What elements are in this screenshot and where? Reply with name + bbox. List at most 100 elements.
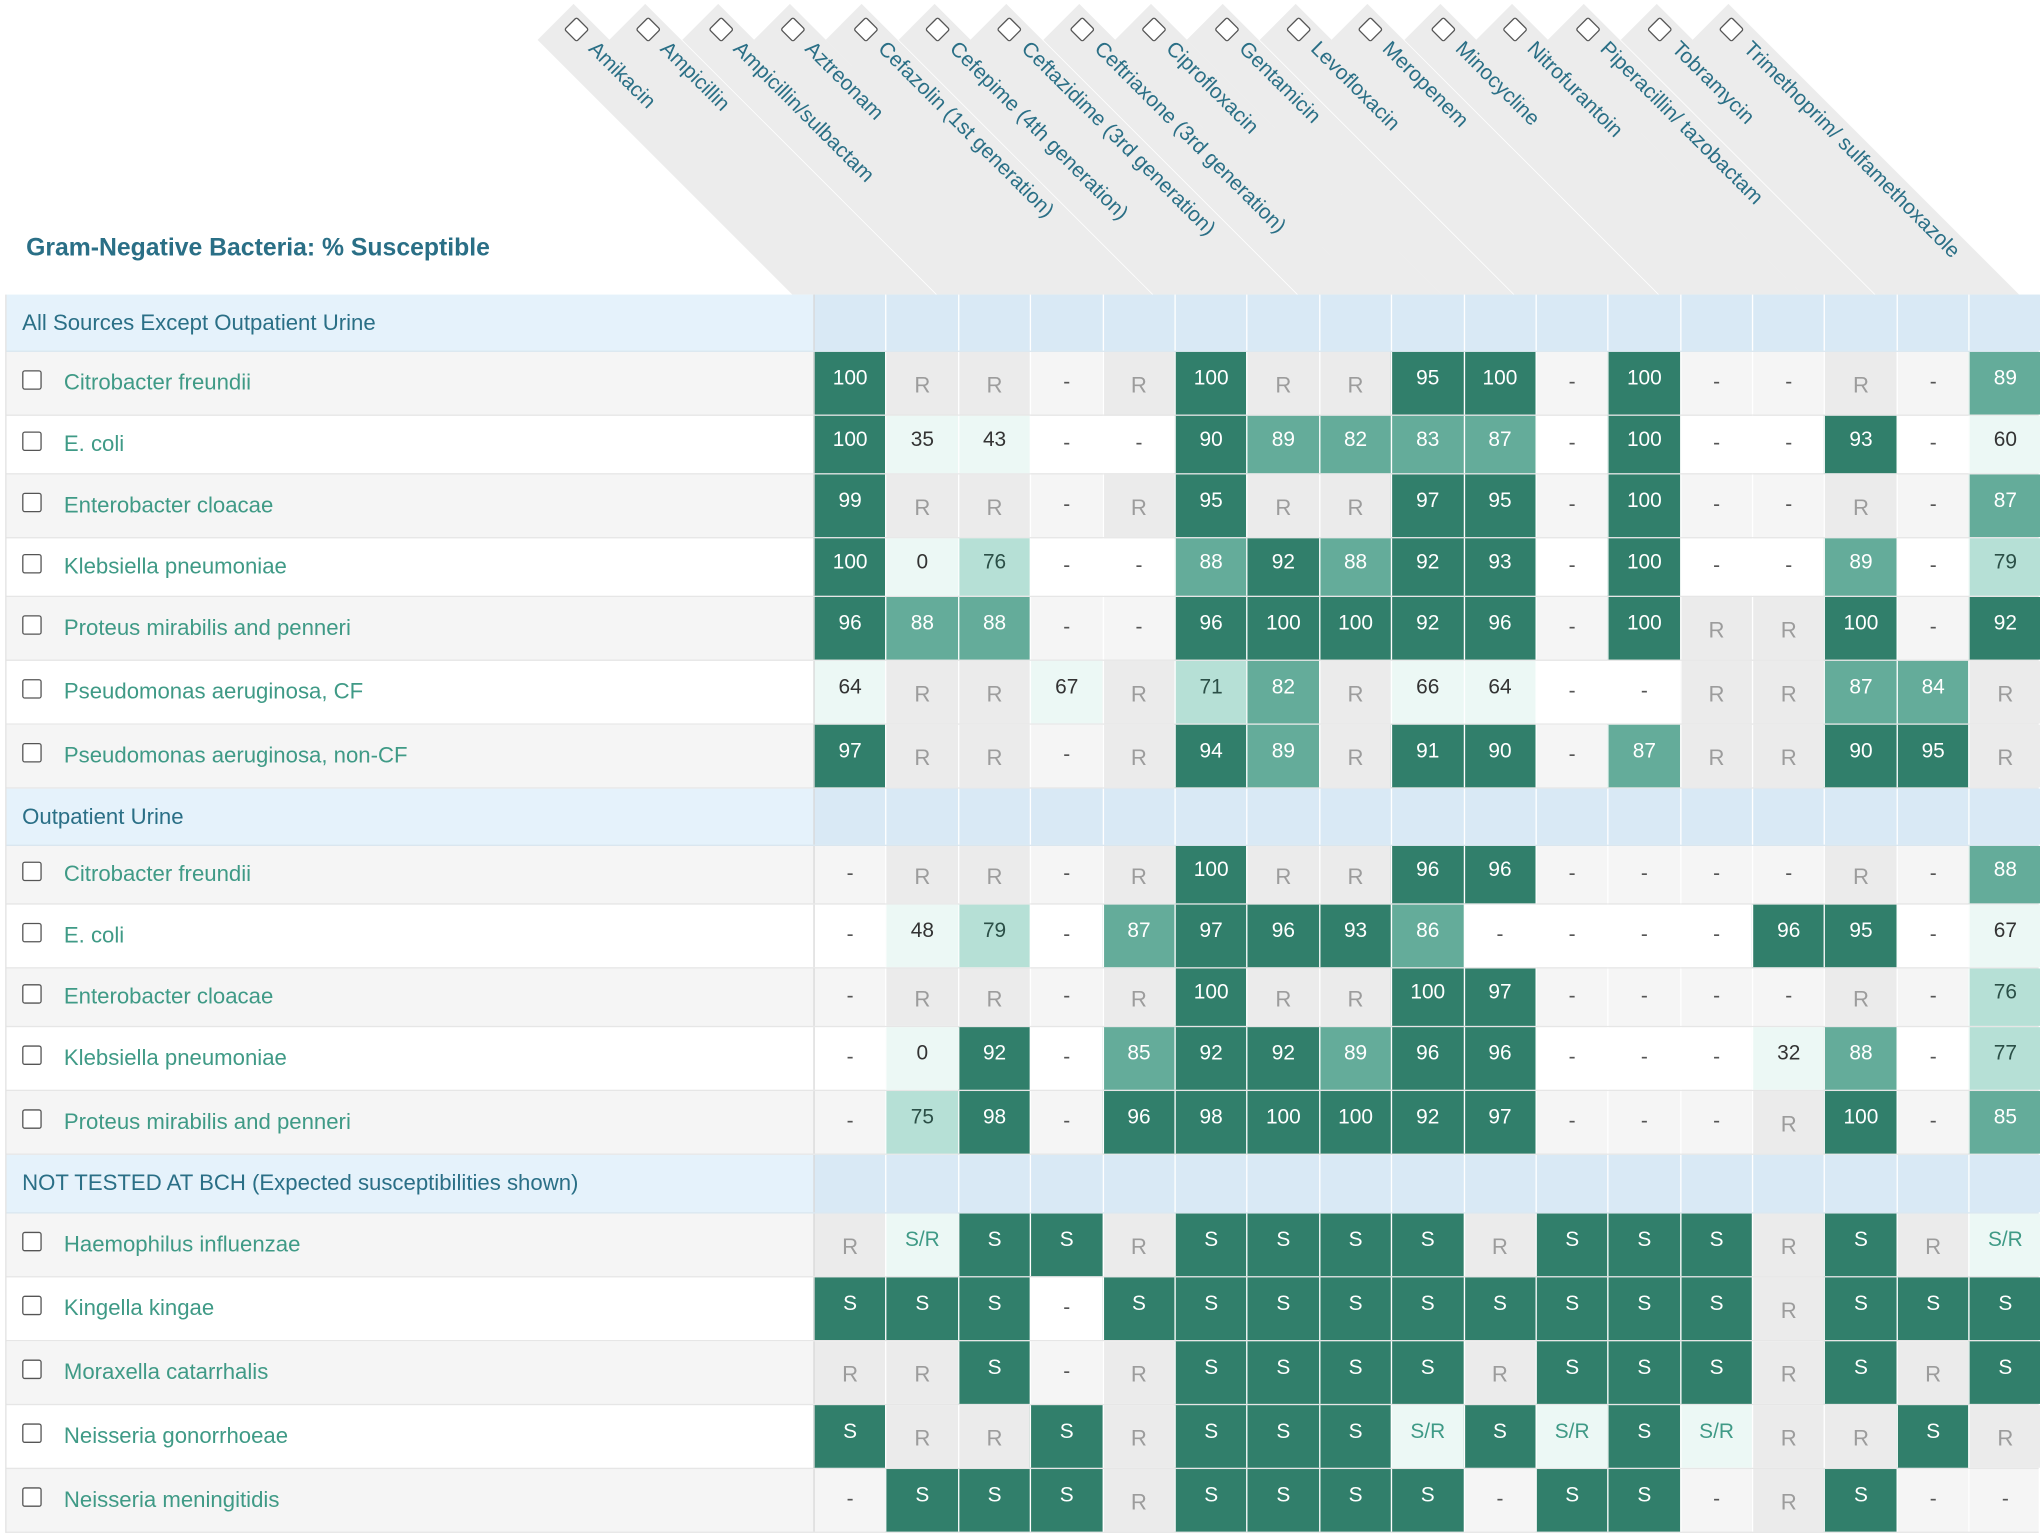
organism-name[interactable]: Pseudomonas aeruginosa, non-CF [7, 725, 814, 788]
susceptibility-cell: R [1824, 845, 1897, 904]
susceptibility-cell: - [1679, 1027, 1752, 1090]
organism-name[interactable]: Klebsiella pneumoniae [7, 1027, 814, 1090]
organism-name[interactable]: Pseudomonas aeruginosa, CF [7, 661, 814, 724]
organism-checkbox[interactable] [22, 430, 42, 451]
susceptibility-cell: R [885, 724, 958, 788]
group-header-row: All Sources Except Outpatient Urine [6, 294, 2040, 352]
organism-name[interactable]: Citrobacter freundii [7, 352, 814, 415]
susceptibility-cell: 96 [1390, 845, 1464, 904]
susceptibility-cell: R [1679, 597, 1753, 660]
susceptibility-cell: 95 [1463, 474, 1536, 538]
organism-checkbox[interactable] [22, 492, 42, 512]
group-cell [1752, 788, 1825, 845]
organism-name[interactable]: Proteus mirabilis and penneri [7, 597, 814, 660]
susceptibility-cell: R [1679, 660, 1753, 724]
susceptibility-cell: 97 [1463, 968, 1536, 1026]
susceptibility-cell: R [1752, 1341, 1825, 1404]
organism-checkbox[interactable] [22, 678, 42, 699]
susceptibility-cell: S [1607, 1277, 1680, 1340]
susceptibility-cell: R [1752, 1213, 1825, 1277]
organism-checkbox[interactable] [22, 922, 42, 942]
organism-label: Neisseria meningitidis [63, 1487, 280, 1513]
susceptibility-cell: 100 [813, 351, 886, 415]
organism-checkbox[interactable] [22, 369, 42, 390]
page-title: Gram-Negative Bacteria: % Susceptible [26, 234, 490, 263]
susceptibility-cell: R [1968, 1405, 2040, 1468]
organism-row: Klebsiella pneumoniae 100 0 76- -88 92 88 92 93-… [6, 538, 2040, 598]
organism-name[interactable]: Neisseria meningitidis [7, 1469, 814, 1532]
organism-name[interactable]: Haemophilus influenzae [7, 1214, 814, 1277]
susceptibility-cell: S [1390, 1213, 1464, 1277]
susceptibility-cell: 98 [957, 1091, 1030, 1154]
susceptibility-cell: R [885, 1405, 958, 1468]
group-cell [1318, 788, 1391, 845]
susceptibility-cell: 88 [957, 597, 1030, 660]
organism-name[interactable]: E. coli [7, 416, 814, 473]
organism-checkbox[interactable] [22, 1486, 42, 1507]
susceptibility-cell: S/R [1679, 1405, 1753, 1468]
group-cell [1679, 1154, 1753, 1213]
group-cell [1679, 788, 1753, 845]
susceptibility-cell: S [1824, 1277, 1897, 1340]
susceptibility-cell: R [957, 660, 1030, 724]
susceptibility-cell: R [1318, 845, 1391, 904]
group-cell [1102, 294, 1175, 351]
susceptibility-cell: S [957, 1213, 1030, 1277]
organism-name[interactable]: Kingella kingae [7, 1277, 814, 1340]
group-cell [957, 1154, 1030, 1213]
group-cell [1246, 1154, 1319, 1213]
group-cell [1029, 1154, 1103, 1213]
organism-name[interactable]: Citrobacter freundii [7, 846, 814, 903]
susceptibility-cell: 96 [1463, 1027, 1536, 1090]
susceptibility-cell: 82 [1246, 660, 1319, 724]
susceptibility-cell: - [1535, 968, 1607, 1026]
susceptibility-cell: - [1029, 597, 1102, 660]
organism-name[interactable]: Enterobacter cloacae [7, 969, 814, 1026]
organism-checkbox[interactable] [22, 1295, 42, 1315]
susceptibility-cell: 92 [1390, 1091, 1464, 1154]
susceptibility-cell: R [885, 660, 958, 724]
susceptibility-cell: R [1102, 474, 1175, 538]
organism-checkbox[interactable] [22, 1231, 42, 1251]
susceptibility-cell: - [1607, 845, 1680, 904]
organism-label: Proteus mirabilis and penneri [63, 1109, 351, 1135]
susceptibility-cell: - [1029, 1027, 1102, 1090]
susceptibility-cell: 95 [1390, 351, 1464, 415]
susceptibility-cell: R [813, 1213, 886, 1277]
susceptibility-cell: S [813, 1277, 886, 1340]
susceptibility-cell: 100 [1607, 415, 1680, 474]
susceptibility-cell: 85 [1102, 1027, 1175, 1090]
organism-name[interactable]: Klebsiella pneumoniae [7, 538, 814, 595]
organism-checkbox[interactable] [22, 1422, 42, 1443]
organism-checkbox[interactable] [22, 553, 42, 573]
susceptibility-cell: S [885, 1469, 958, 1532]
organism-name[interactable]: Enterobacter cloacae [7, 474, 814, 537]
susceptibility-cell: R [1246, 968, 1319, 1026]
organism-row: Haemophilus influenzae R S/R S S R S S S S R S S S R S R… [6, 1213, 2040, 1278]
susceptibility-cell: 92 [1390, 597, 1464, 660]
organism-label: Moraxella catarrhalis [63, 1359, 269, 1385]
organism-checkbox[interactable] [22, 1108, 42, 1129]
organism-checkbox[interactable] [22, 614, 42, 635]
group-cell [1174, 294, 1247, 351]
susceptibility-cell: 67 [1968, 904, 2040, 968]
organism-name[interactable]: Proteus mirabilis and penneri [7, 1091, 814, 1154]
susceptibility-cell: - [1896, 904, 1968, 968]
organism-name[interactable]: E. coli [7, 905, 814, 968]
susceptibility-cell: - [1535, 724, 1607, 788]
susceptibility-cell: 96 [1390, 1027, 1464, 1090]
organism-checkbox[interactable] [22, 742, 42, 762]
susceptibility-cell: S/R [1535, 1405, 1608, 1468]
susceptibility-table: All Sources Except Outpatient Urine Citro… [5, 294, 2040, 1533]
susceptibility-cell: - [1535, 597, 1607, 660]
organism-checkbox[interactable] [22, 1044, 42, 1065]
organism-name[interactable]: Moraxella catarrhalis [7, 1341, 814, 1404]
organism-checkbox[interactable] [22, 1358, 42, 1379]
group-cell [1029, 294, 1103, 351]
organism-checkbox[interactable] [22, 860, 42, 881]
organism-name[interactable]: Neisseria gonorrhoeae [7, 1405, 814, 1468]
susceptibility-cell: R [1318, 968, 1391, 1026]
organism-checkbox[interactable] [22, 983, 42, 1004]
susceptibility-cell: S [1246, 1469, 1319, 1532]
susceptibility-cell: R [1752, 1405, 1825, 1468]
